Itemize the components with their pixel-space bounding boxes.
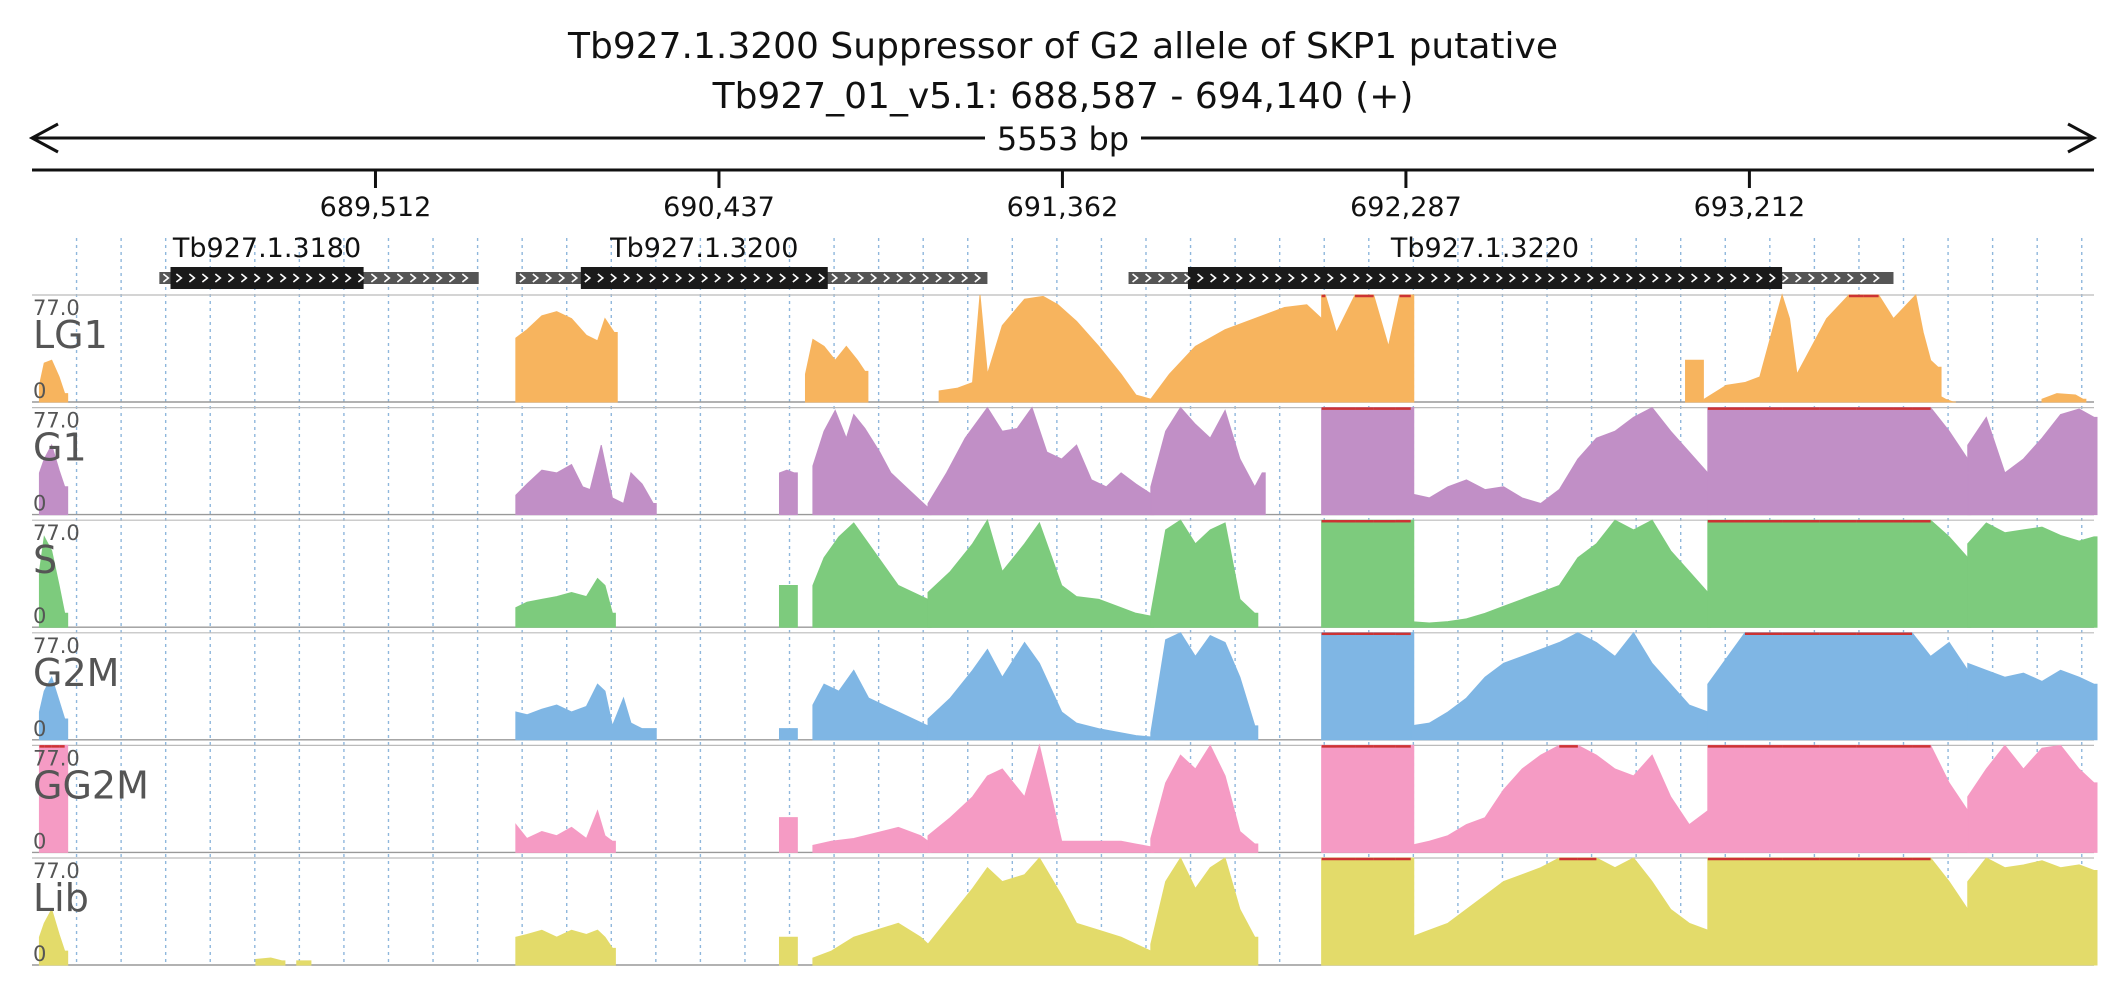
coverage-segment bbox=[1150, 406, 1266, 516]
coverage-segment bbox=[1703, 293, 1942, 403]
gene-cds bbox=[1187, 267, 1783, 289]
gene-models: Tb927.1.3180 Tb927.1.3200 Tb927.1.3220 bbox=[159, 233, 1894, 289]
coverage-segment bbox=[515, 577, 616, 628]
coverage-segment bbox=[38, 535, 69, 628]
coverage-segment bbox=[778, 469, 798, 516]
axis-ticks: 689,512 690,437 691,362 692,287 693,212 bbox=[320, 170, 1806, 223]
track-gg2m: 77.0 0 GG2M bbox=[32, 743, 2098, 853]
track-name-label: Lib bbox=[33, 876, 89, 920]
coverage-segment bbox=[38, 443, 69, 516]
track-name-label: LG1 bbox=[33, 313, 108, 357]
gene-label: Tb927.1.3200 bbox=[609, 233, 798, 264]
gene-cds bbox=[170, 267, 364, 289]
coverage-segment bbox=[1967, 662, 2098, 741]
coverage-segment bbox=[2041, 393, 2087, 403]
coverage-segment bbox=[778, 936, 798, 966]
track-min-label: 0 bbox=[33, 942, 46, 966]
chart-title: Tb927.1.3200 Suppressor of G2 allele of … bbox=[567, 26, 1558, 67]
coverage-segment bbox=[38, 908, 69, 966]
track-g1: 77.0 0 G1 bbox=[32, 406, 2098, 516]
coverage-segment bbox=[778, 817, 798, 853]
track-min-label: 0 bbox=[33, 492, 46, 516]
coverage-segment bbox=[778, 728, 798, 741]
coverage-segment bbox=[1967, 522, 2098, 628]
coverage-segment bbox=[1707, 857, 1972, 966]
tick-label: 689,512 bbox=[320, 192, 432, 223]
strand-chevron-icon bbox=[519, 273, 982, 283]
strand-chevron-icon bbox=[162, 273, 469, 283]
track-name-label: G1 bbox=[33, 426, 87, 470]
coverage-segment bbox=[1150, 632, 1259, 741]
arrow-left-icon bbox=[28, 122, 59, 154]
coverage-segment bbox=[38, 675, 69, 741]
track-max-label: 77.0 bbox=[33, 746, 80, 770]
coverage-segment bbox=[515, 683, 657, 741]
coverage-segment bbox=[1321, 857, 1415, 966]
track-lg1: 77.0 0 LG1 bbox=[32, 293, 2094, 403]
track-name-label: S bbox=[33, 538, 57, 582]
coverage-segment bbox=[1150, 519, 1259, 628]
track-max-label: 77.0 bbox=[33, 296, 80, 320]
tick-label: 693,212 bbox=[1694, 192, 1806, 223]
span-label: 5553 bp bbox=[997, 120, 1129, 158]
gene-Tb927-1-3200[interactable]: Tb927.1.3200 bbox=[515, 233, 988, 289]
track-max-label: 77.0 bbox=[33, 521, 80, 545]
track-s: 77.0 0 S bbox=[32, 518, 2098, 628]
gene-label: Tb927.1.3180 bbox=[172, 233, 361, 264]
track-min-label: 0 bbox=[33, 379, 46, 403]
gene-label: Tb927.1.3220 bbox=[1390, 233, 1579, 264]
coverage-segment bbox=[1967, 857, 2098, 966]
track-min-label: 0 bbox=[33, 717, 46, 741]
coverage-segment bbox=[1321, 744, 1415, 853]
coverage-segment bbox=[1410, 406, 1712, 516]
coverage-segment bbox=[1967, 744, 2098, 853]
coverage-segment bbox=[515, 929, 616, 966]
coverage-segment bbox=[1150, 856, 1259, 966]
span-arrow bbox=[28, 122, 2098, 154]
coverage-segment bbox=[296, 960, 312, 966]
tick-label: 690,437 bbox=[663, 192, 775, 223]
coverage-segment bbox=[1321, 407, 1415, 516]
track-name-label: GG2M bbox=[33, 763, 149, 807]
arrow-right-icon bbox=[2067, 122, 2098, 154]
coverage-segment bbox=[38, 359, 69, 403]
track-max-label: 77.0 bbox=[33, 634, 80, 658]
coverage-segment bbox=[1967, 408, 2098, 516]
coverage-segment bbox=[1685, 359, 1704, 403]
tick-label: 691,362 bbox=[1007, 192, 1119, 223]
coverage-segment bbox=[1321, 519, 1415, 628]
track-name-label: G2M bbox=[33, 651, 119, 695]
coverage-segment bbox=[515, 311, 618, 403]
tick-label: 692,287 bbox=[1350, 192, 1462, 223]
coverage-segment bbox=[1410, 631, 1712, 741]
track-max-label: 77.0 bbox=[33, 859, 80, 883]
coverage-segment bbox=[1410, 519, 1712, 628]
coverage-segment bbox=[1707, 407, 1972, 516]
strand-chevron-icon bbox=[1132, 273, 1880, 283]
gene-Tb927-1-3220[interactable]: Tb927.1.3220 bbox=[1128, 233, 1894, 289]
coverage-segment bbox=[1321, 632, 1415, 741]
coverage-segment bbox=[515, 809, 616, 853]
coverage-segment bbox=[515, 444, 657, 516]
coverage-tracks: 77.00LG177.00G177.00S77.00G2M77.00GG2M77… bbox=[32, 293, 2098, 966]
chart-subtitle: Tb927_01_v5.1: 688,587 - 694,140 (+) bbox=[712, 76, 1414, 117]
gene-cds bbox=[580, 267, 828, 289]
gene-Tb927-1-3180[interactable]: Tb927.1.3180 bbox=[159, 233, 479, 289]
coverage-segment bbox=[1937, 394, 1956, 403]
track-min-label: 0 bbox=[33, 829, 46, 853]
track-max-label: 77.0 bbox=[33, 409, 80, 433]
coverage-segment bbox=[804, 338, 869, 403]
coverage-segment bbox=[778, 585, 798, 628]
coverage-segment bbox=[255, 957, 286, 966]
coverage-segment bbox=[1707, 744, 1972, 853]
coverage-segment bbox=[1707, 519, 1972, 628]
track-min-label: 0 bbox=[33, 604, 46, 628]
coverage-segment bbox=[1150, 744, 1259, 853]
track-g2m: 77.0 0 G2M bbox=[32, 631, 2098, 741]
track-lib: 77.0 0 Lib bbox=[32, 856, 2098, 966]
